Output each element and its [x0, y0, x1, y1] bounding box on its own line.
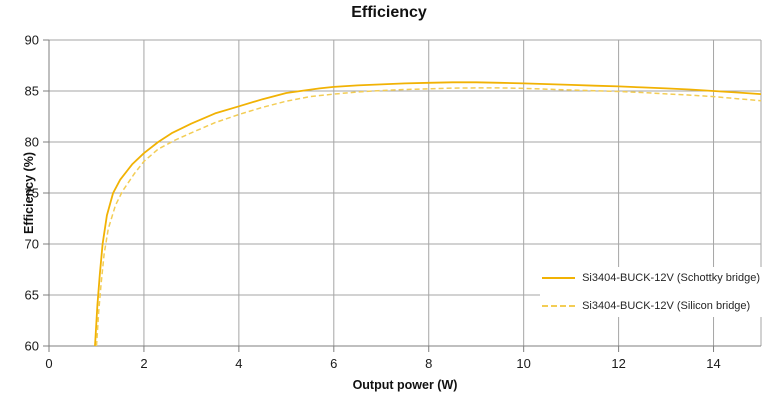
dashed-line-swatch-icon [542, 305, 576, 307]
series-line-dashed [95, 87, 762, 347]
x-tick-label: 8 [425, 356, 432, 371]
y-tick-label: 70 [25, 237, 39, 252]
x-tick-label: 0 [45, 356, 52, 371]
x-tick-label: 10 [516, 356, 530, 371]
y-tick-label: 90 [25, 33, 39, 48]
y-tick-label: 65 [25, 288, 39, 303]
legend-entry-schottky: Si3404-BUCK-12V (Schottky bridge) [542, 268, 760, 288]
y-tick-label: 75 [25, 186, 39, 201]
x-tick-label: 2 [140, 356, 147, 371]
solid-line-swatch-icon [542, 277, 576, 279]
y-tick-label: 85 [25, 84, 39, 99]
x-tick-label: 6 [330, 356, 337, 371]
legend-label-silicon: Si3404-BUCK-12V (Silicon bridge) [582, 300, 751, 312]
axes: 60 65 70 75 80 85 90 0 2 4 6 8 10 12 14 [25, 33, 761, 371]
x-axis-title: Output power (W) [352, 378, 458, 392]
y-axis-title: Efficiency (%) [22, 152, 36, 234]
legend-label-schottky: Si3404-BUCK-12V (Schottky bridge) [582, 272, 760, 284]
x-tick-label: 14 [706, 356, 720, 371]
chart-title: Efficiency [351, 4, 427, 21]
x-tick-label: 12 [611, 356, 625, 371]
legend-entry-silicon: Si3404-BUCK-12V (Silicon bridge) [542, 296, 760, 316]
legend: Si3404-BUCK-12V (Schottky bridge) Si3404… [540, 267, 762, 317]
series-line-solid [94, 81, 762, 347]
y-tick-label: 60 [25, 339, 39, 354]
y-tick-label: 80 [25, 135, 39, 150]
x-tick-label: 4 [235, 356, 242, 371]
